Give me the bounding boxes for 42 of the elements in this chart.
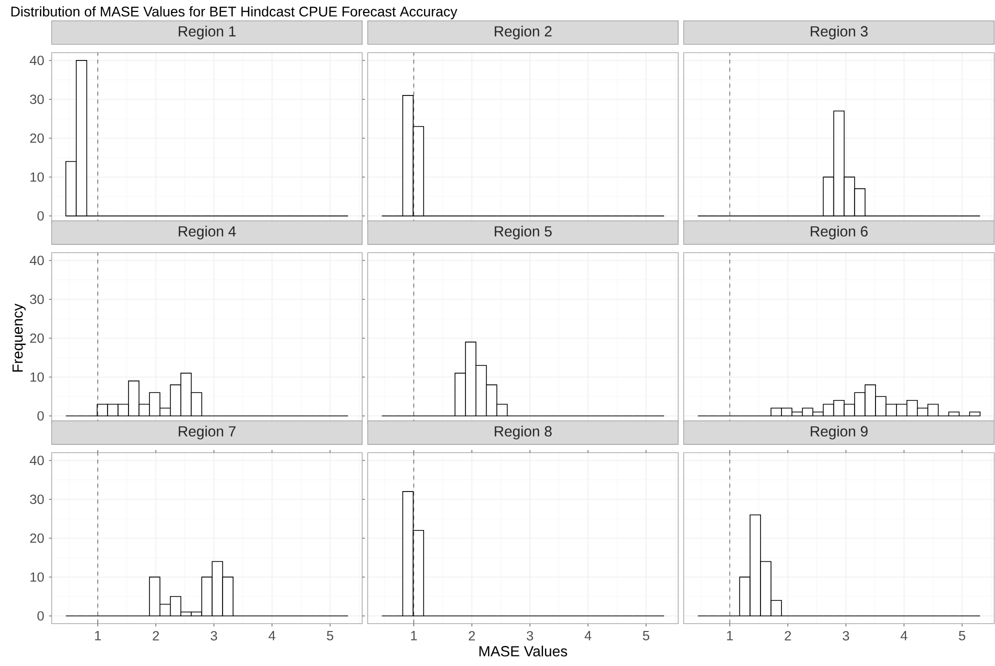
chart-title: Region 6 bbox=[810, 226, 868, 240]
chart-title: Region 7 bbox=[178, 426, 236, 440]
y-tick-label: 20 bbox=[30, 533, 44, 543]
chart-title: Region 1 bbox=[178, 26, 236, 40]
x-tick-label: 1 bbox=[727, 631, 733, 640]
x-tick-label: 2 bbox=[784, 631, 791, 640]
y-tick-label: 30 bbox=[30, 494, 44, 504]
chart-title: Region 8 bbox=[494, 426, 552, 440]
x-tick-label: 4 bbox=[584, 631, 592, 640]
x-tick-label: 4 bbox=[900, 631, 908, 640]
x-tick-label: 5 bbox=[642, 631, 650, 640]
chart-title: Region 3 bbox=[810, 26, 868, 40]
text: Distribution of MASE Values for BET Hindcast CPUE Forecast Accuracy bbox=[11, 6, 458, 20]
x-tick-label: 4 bbox=[268, 631, 276, 640]
chart-title: Region 5 bbox=[494, 226, 552, 240]
x-tick-label: 2 bbox=[468, 631, 475, 640]
x-tick-label: 3 bbox=[842, 631, 850, 640]
y-tick-label: 20 bbox=[30, 333, 44, 343]
x-tick-label: 5 bbox=[958, 631, 966, 640]
y-tick-label: 40 bbox=[30, 456, 44, 466]
x-tick-label: 3 bbox=[210, 631, 218, 640]
y-tick-label: 10 bbox=[30, 572, 44, 582]
x-tick-label: 1 bbox=[411, 631, 417, 640]
chart-title: Region 4 bbox=[178, 226, 236, 240]
y-tick-label: 10 bbox=[30, 172, 44, 182]
x-tick-label: 1 bbox=[95, 631, 101, 640]
x-tick-label: 5 bbox=[326, 631, 334, 640]
x-tick-label: 3 bbox=[526, 631, 534, 640]
y-tick-label: 40 bbox=[30, 256, 44, 266]
y-tick-label: 0 bbox=[37, 211, 44, 221]
chart-title: Region 9 bbox=[810, 426, 868, 440]
y-tick-label: 30 bbox=[30, 94, 44, 104]
x-tick-label: 2 bbox=[152, 631, 159, 640]
chart-title: Region 2 bbox=[494, 26, 552, 40]
y-axis-title: Frequency bbox=[12, 304, 26, 372]
x-axis-title: MASE Values bbox=[479, 646, 568, 656]
y-tick-label: 30 bbox=[30, 294, 44, 304]
y-tick-label: 20 bbox=[30, 133, 44, 143]
y-tick-label: 0 bbox=[37, 611, 44, 621]
y-tick-label: 0 bbox=[37, 411, 44, 421]
y-tick-label: 40 bbox=[30, 56, 44, 66]
y-tick-label: 10 bbox=[30, 372, 44, 382]
